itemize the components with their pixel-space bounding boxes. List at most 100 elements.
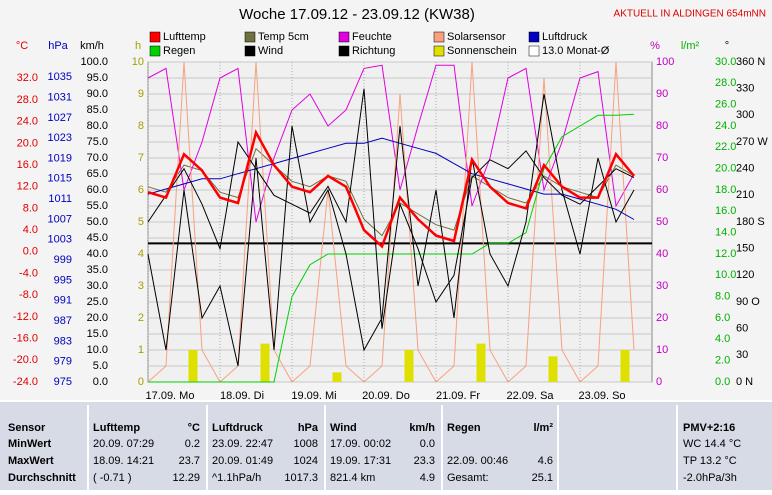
y-tick-label: 25.0: [87, 296, 108, 308]
x-tick-label: 20.09. Do: [362, 390, 410, 402]
y-tick-label: 150: [736, 243, 754, 255]
y-tick-label: 1015: [48, 173, 72, 185]
series-line: [147, 88, 635, 329]
cell-text: 18.09. 14:21: [93, 455, 154, 467]
column-header: Lufttemp: [93, 422, 140, 434]
y-tick-label: 987: [54, 315, 72, 327]
y-tick-label: 120: [736, 269, 754, 281]
y-tick-label: 360 N: [736, 56, 765, 68]
y-tick-label: 1011: [48, 193, 72, 205]
cell-text: 20.09. 07:29: [93, 438, 154, 450]
y-tick-label: 80.0: [87, 120, 108, 132]
y-tick-label: 5: [138, 216, 144, 228]
y-tick-label: 1007: [48, 213, 72, 225]
row-label: Durchschnitt: [8, 472, 76, 484]
y-tick-label: 20.0: [715, 163, 736, 175]
cell-value: 25.1: [532, 472, 553, 484]
y-tick-label: 28.0: [715, 77, 736, 89]
y-tick-label: -12.0: [13, 311, 38, 323]
legend-label: Luftdruck: [542, 31, 588, 43]
y-tick-label: 0: [656, 376, 662, 388]
y-tick-label: 3: [138, 280, 144, 292]
axis-unit: km/h: [80, 40, 104, 52]
stats-background: [0, 402, 772, 490]
y-tick-label: 0.0: [93, 376, 108, 388]
cell-text: 19.09. 17:31: [330, 455, 391, 467]
cell-value: 0.2: [185, 438, 200, 450]
y-tick-label: 14.0: [715, 227, 736, 239]
axis-unit: °C: [16, 40, 28, 52]
column-header: Regen: [447, 422, 481, 434]
bar: [548, 356, 558, 382]
y-tick-label: 210: [736, 189, 754, 201]
y-tick-label: 1: [138, 344, 144, 356]
legend-swatch: [338, 31, 350, 43]
y-tick-label: 991: [54, 295, 72, 307]
y-tick-label: 330: [736, 83, 754, 95]
series-line: [147, 61, 635, 383]
cell-text: 23.09. 22:47: [212, 438, 273, 450]
y-tick-label: 1003: [48, 234, 72, 246]
y-tick-label: 0.0: [715, 376, 730, 388]
y-tick-label: 45.0: [87, 232, 108, 244]
y-tick-label: 4.0: [715, 333, 730, 345]
legend-swatch: [528, 45, 540, 57]
legend-swatch: [433, 31, 445, 43]
column-unit: hPa: [298, 422, 319, 434]
bar: [476, 343, 486, 382]
y-tick-label: 30: [736, 349, 748, 361]
series-line: [147, 137, 635, 220]
cell-text: 22.09. 00:46: [447, 455, 508, 467]
cell-text: -2.0hPa/3h: [683, 472, 737, 484]
bar: [332, 372, 342, 382]
cell-text: Gesamt:: [447, 472, 489, 484]
legend-label: 13.0 Monat-Ø: [542, 45, 610, 57]
y-tick-label: 35.0: [87, 264, 108, 276]
y-tick-label: 22.0: [715, 141, 736, 153]
cell-text: ( -0.71 ): [93, 472, 132, 484]
note: AKTUELL IN ALDINGEN 654mNN: [614, 9, 766, 20]
y-tick-label: 270 W: [736, 136, 768, 148]
y-tick-label: -24.0: [13, 376, 38, 388]
y-tick-label: 8.0: [715, 291, 730, 303]
y-tick-label: 60: [656, 184, 668, 196]
y-tick-label: 16.0: [715, 205, 736, 217]
column-header: Sensor: [8, 422, 46, 434]
y-tick-label: 10: [656, 344, 668, 356]
y-tick-label: 70: [656, 152, 668, 164]
y-tick-label: 18.0: [715, 184, 736, 196]
cell-value: 4.6: [538, 455, 553, 467]
y-tick-label: 24.0: [17, 116, 38, 128]
cell-value: 0.0: [420, 438, 435, 450]
legend-label: Sonnenschein: [447, 45, 517, 57]
column-header: Wind: [330, 422, 357, 434]
legend-label: Temp 5cm: [258, 31, 309, 43]
y-tick-label: 300: [736, 109, 754, 121]
y-tick-label: 6.0: [715, 312, 730, 324]
y-tick-label: 90 O: [736, 296, 760, 308]
y-tick-label: 90.0: [87, 88, 108, 100]
column-header: PMV+2:16: [683, 422, 735, 434]
y-tick-label: 979: [54, 356, 72, 368]
cell-value: 23.7: [179, 455, 200, 467]
legend-swatch: [338, 45, 350, 57]
y-tick-label: 40: [656, 248, 668, 260]
axis-unit: °: [725, 40, 729, 52]
y-tick-label: 100.0: [80, 56, 108, 68]
y-tick-label: 0 N: [736, 376, 753, 388]
y-tick-label: 24.0: [715, 120, 736, 132]
y-tick-label: 12.0: [715, 248, 736, 260]
legend-label: Wind: [258, 45, 283, 57]
y-tick-label: 1023: [48, 132, 72, 144]
y-tick-label: 1031: [48, 91, 72, 103]
y-tick-label: 995: [54, 274, 72, 286]
y-tick-label: 70.0: [87, 152, 108, 164]
x-tick-label: 23.09. So: [578, 390, 625, 402]
axis-unit: l/m²: [681, 40, 700, 52]
y-tick-label: 4.0: [23, 224, 38, 236]
cell-value: 1017.3: [284, 472, 318, 484]
y-tick-label: 65.0: [87, 168, 108, 180]
x-tick-label: 22.09. Sa: [506, 390, 554, 402]
cell-text: 17.09. 00:02: [330, 438, 391, 450]
